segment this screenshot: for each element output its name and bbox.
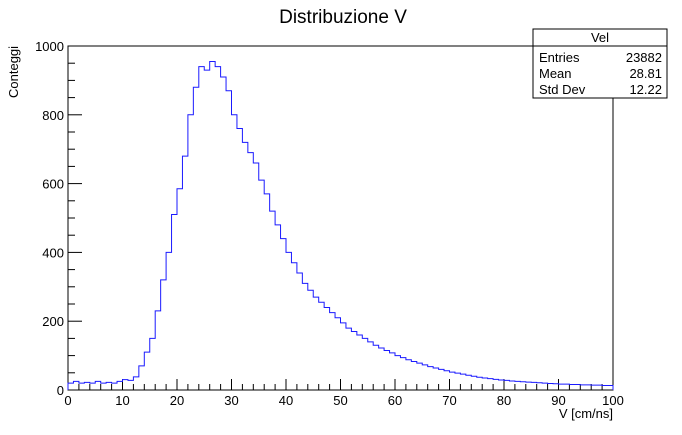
- x-tick-label: 70: [442, 393, 456, 408]
- stats-stddev-value: 12.22: [629, 82, 662, 97]
- y-tick-label: 0: [57, 383, 64, 398]
- stats-box-frame: [532, 28, 668, 99]
- x-tick-label: 10: [115, 393, 129, 408]
- x-axis-label: V [cm/ns]: [559, 406, 613, 421]
- x-tick-label: 60: [388, 393, 402, 408]
- stats-mean-value: 28.81: [629, 66, 662, 81]
- y-tick-labels: 0 200 400 600 800 1000: [35, 39, 64, 398]
- stats-stddev-label: Std Dev: [539, 82, 586, 97]
- y-tick-label: 800: [42, 108, 64, 123]
- stats-box: Vel Entries 23882 Mean 28.81 Std Dev 12.…: [532, 28, 668, 99]
- x-tick-label: 40: [279, 393, 293, 408]
- x-tick-label: 30: [224, 393, 238, 408]
- x-tick-labels: 0 10 20 30 40 50 60 70 80 90 100: [64, 393, 623, 408]
- stats-entries-label: Entries: [539, 50, 580, 65]
- y-tick-label: 200: [42, 314, 64, 329]
- x-tick-label: 50: [333, 393, 347, 408]
- x-tick-label: 100: [602, 393, 624, 408]
- stats-mean-label: Mean: [539, 66, 572, 81]
- histogram-series: [67, 60, 614, 390]
- y-tick-label: 400: [42, 245, 64, 260]
- x-tick-label: 90: [551, 393, 565, 408]
- x-tick-label: 20: [170, 393, 184, 408]
- x-tick-label: 0: [64, 393, 71, 408]
- chart-title: Distribuzione V: [279, 7, 407, 28]
- y-axis-label: Conteggi: [6, 46, 21, 98]
- y-tick-label: 1000: [35, 39, 64, 54]
- stats-box-name: Vel: [591, 30, 609, 45]
- stats-entries-value: 23882: [626, 50, 662, 65]
- x-tick-label: 80: [497, 393, 511, 408]
- y-tick-label: 600: [42, 177, 64, 192]
